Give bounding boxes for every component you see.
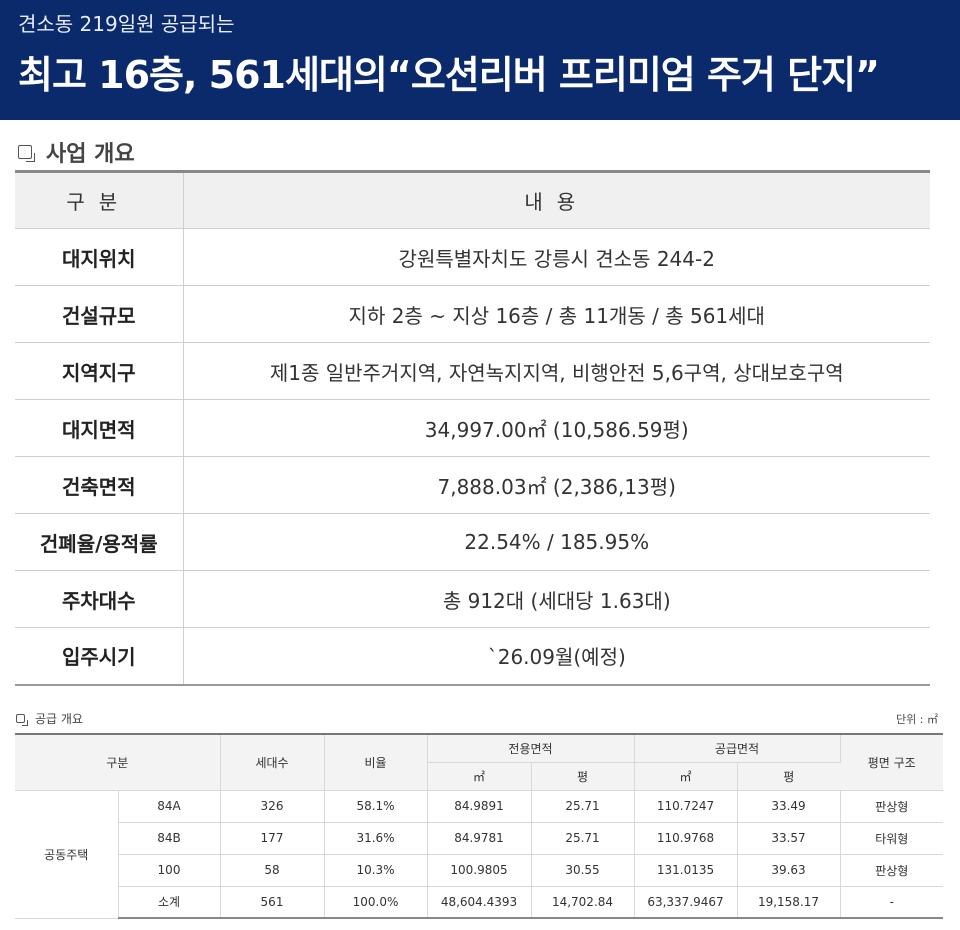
households: 326 (220, 789, 325, 823)
ratio: 31.6% (324, 821, 428, 855)
supply-pyeong: 39.63 (737, 853, 841, 887)
row-value: 제1종 일반주거지역, 자연녹지지역, 비행안전 5,6구역, 상대보호구역 (183, 342, 930, 400)
unit-type: 소계 (118, 885, 221, 919)
banner-subtitle: 견소동 219일원 공급되는 (18, 12, 235, 36)
business-header-row: 구분 내용 (15, 170, 930, 229)
table-row: 84B 177 31.6% 84.9781 25.71 110.9768 33.… (15, 821, 943, 855)
row-label: 대지위치 (15, 228, 184, 286)
business-overview-table: 구분 내용 대지위치 강원특별자치도 강릉시 견소동 244-2 건설규모 지하… (15, 170, 930, 686)
table-row: 건폐율/용적률 22.54% / 185.95% (15, 513, 930, 571)
ratio: 100.0% (324, 885, 428, 919)
table-row: 대지위치 강원특별자치도 강릉시 견소동 244-2 (15, 228, 930, 286)
supply-sqm: 63,337.9467 (634, 885, 738, 919)
exclusive-pyeong: 14,702.84 (531, 885, 635, 919)
header-exclusive-sqm: ㎡ (427, 761, 532, 791)
header-supply-pyeong: 평 (737, 761, 840, 791)
table-row: 주차대수 총 912대 (세대당 1.63대) (15, 570, 930, 628)
business-section-title: 사업 개요 (46, 142, 135, 167)
table-row: 공동주택 84A 326 58.1% 84.9891 25.71 110.724… (15, 789, 943, 919)
header-exclusive-area: 전용면적 (427, 733, 635, 763)
supply-sqm: 131.0135 (634, 853, 738, 887)
table-row: 입주시기 `26.09월(예정) (15, 627, 930, 686)
unit-label: 단위 : ㎡ (896, 713, 938, 726)
row-value: 강원특별자치도 강릉시 견소동 244-2 (183, 228, 930, 286)
document-icon (18, 145, 35, 162)
supply-pyeong: 19,158.17 (737, 885, 841, 919)
header-supply-area: 공급면적 (634, 733, 841, 763)
header-exclusive-pyeong: 평 (531, 761, 635, 791)
row-value: 22.54% / 185.95% (183, 513, 930, 571)
row-value: `26.09월(예정) (183, 627, 930, 686)
supply-header-row: 구분 세대수 비율 전용면적 공급면적 평면 구조 (15, 733, 943, 791)
floor-plan: 타워형 (840, 821, 943, 855)
exclusive-sqm: 100.9805 (427, 853, 532, 887)
supply-pyeong: 33.57 (737, 821, 841, 855)
header-category: 구분 (15, 733, 221, 791)
ratio: 58.1% (324, 789, 428, 823)
row-label: 입주시기 (15, 627, 184, 686)
floor-plan: 판상형 (840, 853, 943, 887)
title-banner: 견소동 219일원 공급되는 최고 16층, 561세대의“오션리버 프리미엄 … (0, 0, 960, 120)
supply-sqm: 110.9768 (634, 821, 738, 855)
unit-type: 84B (118, 821, 221, 855)
header-content: 내용 (183, 170, 930, 229)
exclusive-sqm: 84.9781 (427, 821, 532, 855)
row-label: 대지면적 (15, 399, 184, 457)
row-value: 지하 2층 ~ 지상 16층 / 총 11개동 / 총 561세대 (183, 285, 930, 343)
exclusive-sqm: 84.9891 (427, 789, 532, 823)
unit-type: 84A (118, 789, 221, 823)
document-icon (16, 714, 28, 726)
banner-title: 최고 16층, 561세대의“오션리버 프리미엄 주거 단지” (18, 53, 880, 97)
row-label: 건폐율/용적률 (15, 513, 184, 571)
households: 58 (220, 853, 325, 887)
exclusive-pyeong: 25.71 (531, 789, 635, 823)
header-category: 구분 (15, 170, 184, 229)
households: 177 (220, 821, 325, 855)
header-households: 세대수 (220, 733, 325, 791)
row-label: 건설규모 (15, 285, 184, 343)
header-supply-sqm: ㎡ (634, 761, 738, 791)
table-row: 건축면적 7,888.03㎡ (2,386,13평) (15, 456, 930, 514)
supply-section-header: 공급 개요 (16, 710, 83, 727)
exclusive-pyeong: 30.55 (531, 853, 635, 887)
table-row: 건설규모 지하 2층 ~ 지상 16층 / 총 11개동 / 총 561세대 (15, 285, 930, 343)
row-label: 주차대수 (15, 570, 184, 628)
households: 561 (220, 885, 325, 919)
header-ratio: 비율 (324, 733, 428, 791)
row-label: 건축면적 (15, 456, 184, 514)
supply-sqm: 110.7247 (634, 789, 738, 823)
unit-type: 100 (118, 853, 221, 887)
floor-plan: 판상형 (840, 789, 943, 823)
row-value: 총 912대 (세대당 1.63대) (183, 570, 930, 628)
row-value: 7,888.03㎡ (2,386,13평) (183, 456, 930, 514)
exclusive-pyeong: 25.71 (531, 821, 635, 855)
row-value: 34,997.00㎡ (10,586.59평) (183, 399, 930, 457)
ratio: 10.3% (324, 853, 428, 887)
exclusive-sqm: 48,604.4393 (427, 885, 532, 919)
floor-plan: - (840, 885, 943, 919)
supply-section-title: 공급 개요 (35, 712, 83, 726)
group-label: 공동주택 (15, 789, 119, 919)
table-row: 100 58 10.3% 100.9805 30.55 131.0135 39.… (15, 853, 943, 887)
header-floor-plan: 평면 구조 (840, 733, 943, 791)
supply-pyeong: 33.49 (737, 789, 841, 823)
business-section-header: 사업 개요 (18, 136, 135, 168)
table-row: 지역지구 제1종 일반주거지역, 자연녹지지역, 비행안전 5,6구역, 상대보… (15, 342, 930, 400)
supply-overview-table: 구분 세대수 비율 전용면적 공급면적 평면 구조 ㎡ 평 ㎡ 평 공동주택 8… (15, 733, 943, 919)
row-label: 지역지구 (15, 342, 184, 400)
table-row: 소계 561 100.0% 48,604.4393 14,702.84 63,3… (15, 885, 943, 919)
table-row: 대지면적 34,997.00㎡ (10,586.59평) (15, 399, 930, 457)
